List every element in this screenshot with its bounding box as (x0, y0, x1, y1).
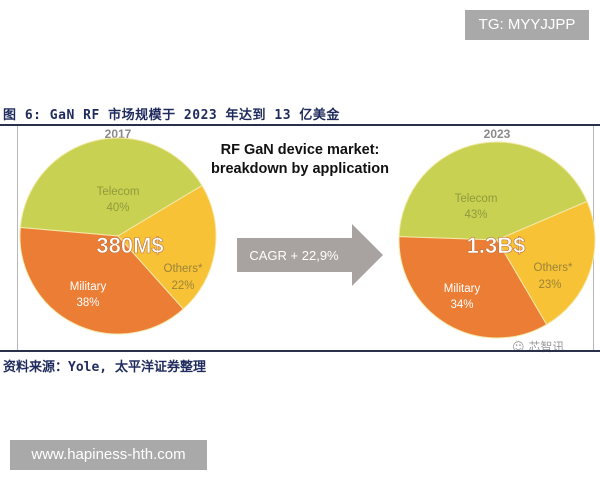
pie-slice-telecom (398, 141, 588, 241)
frame-left (17, 126, 18, 350)
telecom-label: Telecom (97, 186, 140, 198)
others-pct: 22% (171, 280, 194, 292)
military-label: Military (444, 283, 481, 295)
military-pct: 38% (76, 297, 99, 309)
military-label: Military (70, 281, 107, 293)
pie-slice-others (496, 200, 596, 326)
year-label-2017: 2017 (105, 127, 132, 141)
pie-slices (398, 141, 596, 339)
pie-slices (19, 137, 217, 335)
top-rule (0, 124, 600, 126)
chart-heading: RF GaN device market: breakdown by appli… (190, 141, 410, 179)
pie-chart-2023: 2023 Telecom 43% Others* 23% Military 34… (398, 127, 596, 339)
others-label: Others* (164, 263, 204, 275)
pie-slice-military (19, 226, 185, 335)
pie-chart-2017: 2017 Telecom 40% Others* 22% Military 38… (19, 127, 217, 335)
chart-heading-line-2: breakdown by application (210, 161, 390, 177)
bottom-rule (0, 350, 600, 352)
pie-slice-telecom (19, 137, 203, 237)
military-pct: 34% (450, 299, 473, 311)
telecom-pct: 40% (106, 202, 129, 214)
chart-heading-line-1: RF GaN device market: (220, 142, 380, 158)
others-pct: 23% (538, 279, 561, 291)
total-2023: 1.3B$ (467, 233, 526, 258)
year-label-2023: 2023 (484, 127, 511, 141)
telecom-pct: 43% (464, 209, 487, 221)
cagr-label: CAGR + 22,9% (249, 248, 339, 263)
wechat-logo: ☺ 芯智讯 (510, 338, 567, 355)
pie-slice-military (398, 236, 548, 339)
cagr-arrow: CAGR + 22,9% (237, 224, 383, 286)
logo-text: 芯智讯 (528, 340, 565, 354)
source-note: 资料来源：Yole, 太平洋证券整理 (3, 360, 206, 375)
wechat-icon: ☺ (512, 340, 525, 354)
watermark-top: TG: MYYJJPP (465, 10, 589, 40)
pie-slice-others (117, 184, 217, 310)
telecom-label: Telecom (455, 193, 498, 205)
others-label: Others* (534, 262, 574, 274)
figure-title: 图 6: GaN RF 市场规模于 2023 年达到 13 亿美金 (3, 108, 340, 123)
watermark-bottom: www.hapiness-hth.com (10, 440, 207, 470)
total-2017: 380M$ (96, 233, 163, 258)
